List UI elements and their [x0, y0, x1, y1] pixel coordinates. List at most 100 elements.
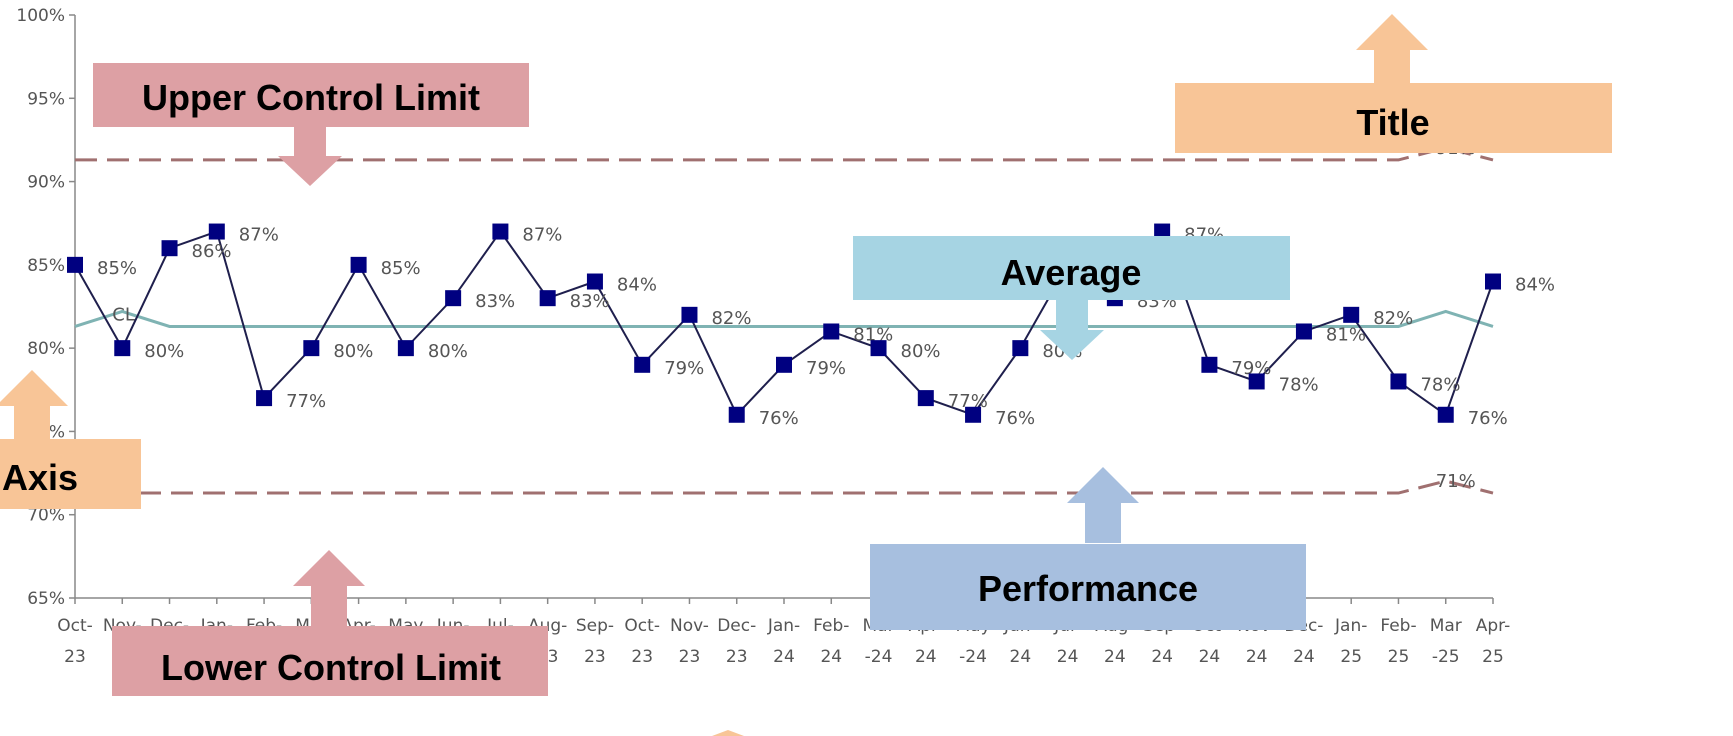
data-label: 86%	[192, 241, 232, 262]
x-tick-label-year: 24	[1246, 647, 1268, 667]
data-point	[350, 256, 367, 273]
data-point	[965, 406, 982, 423]
data-point	[67, 256, 83, 273]
title-callout-arrow	[1356, 14, 1428, 90]
data-label: 87%	[239, 225, 279, 246]
average-callout-box	[853, 236, 1290, 300]
y-tick-label: 100%	[16, 6, 65, 26]
title-callout-box	[1175, 83, 1612, 153]
data-point	[1295, 323, 1312, 340]
performance-callout-box	[870, 544, 1306, 630]
x-tick-label-year: 24	[1010, 647, 1032, 667]
data-label: 78%	[1279, 374, 1319, 395]
data-point	[1012, 340, 1029, 357]
data-label: 83%	[475, 291, 515, 312]
data-point	[1437, 406, 1454, 423]
y-tick-label: 95%	[27, 89, 65, 109]
data-label: 85%	[381, 258, 421, 279]
bottom-arrow-fragment	[712, 730, 744, 736]
x-tick-label: Feb-	[1380, 616, 1416, 636]
x-tick-label-year: 24	[1151, 647, 1173, 667]
data-point	[870, 340, 887, 357]
lcl-label: 71%	[1436, 471, 1476, 492]
lcl-callout-text: Lower Control Limit	[161, 647, 501, 688]
average-callout-text: Average	[1001, 252, 1142, 293]
x-tick-label-year: 24	[1293, 647, 1315, 667]
x-tick-label-year: 23	[679, 647, 701, 667]
center-line-label: CL	[112, 304, 135, 325]
data-label: 77%	[286, 391, 326, 412]
x-tick-label: Feb-	[813, 616, 849, 636]
data-point	[445, 290, 462, 307]
x-tick-label-year: -24	[865, 647, 893, 667]
data-label: 76%	[1468, 408, 1508, 429]
data-point	[1154, 223, 1171, 240]
data-point	[539, 290, 556, 307]
data-point	[492, 223, 509, 240]
x-tick-label: Apr-	[1476, 616, 1510, 636]
data-point	[1485, 273, 1501, 290]
x-tick-label-year: -25	[1432, 647, 1460, 667]
data-point	[303, 340, 320, 357]
ucl-callout-arrow	[278, 116, 342, 186]
axis-callout-text: Axis	[2, 457, 78, 498]
x-tick-label-year: 25	[1340, 647, 1362, 667]
data-label: 79%	[664, 358, 704, 379]
x-tick-label-year: 24	[820, 647, 842, 667]
y-tick-label: 65%	[27, 589, 65, 609]
data-label: 87%	[522, 225, 562, 246]
x-tick-label: Jan-	[767, 616, 800, 636]
axis-callout-box	[0, 439, 141, 509]
data-label: 80%	[901, 341, 941, 362]
y-tick-label: 80%	[27, 339, 65, 359]
data-point	[728, 406, 745, 423]
average-callout-arrow	[1040, 290, 1104, 360]
data-label: 80%	[428, 341, 468, 362]
x-tick-label-year: 24	[915, 647, 937, 667]
data-label: 78%	[1420, 374, 1460, 395]
x-tick-label: Oct-	[624, 616, 660, 636]
data-label: 82%	[711, 308, 751, 329]
data-point	[776, 356, 792, 373]
x-tick-label-year: 24	[1199, 647, 1221, 667]
y-tick-label: 85%	[27, 256, 65, 276]
data-point	[1248, 373, 1265, 390]
data-label: 84%	[1515, 275, 1555, 296]
data-point	[917, 390, 934, 407]
lcl-callout-box	[112, 626, 548, 696]
data-point	[114, 340, 131, 357]
data-point	[681, 306, 698, 323]
data-point	[397, 340, 414, 357]
axis-callout-arrow	[0, 370, 68, 446]
data-point	[208, 223, 225, 240]
y-tick-label: 70%	[27, 506, 65, 526]
data-points: 85% 80% 86% 87% 77% 80% 85% 80% 83% 87% 83% 84% 79% 8…	[67, 223, 1555, 429]
lcl-callout-arrow	[293, 550, 365, 626]
data-label: 84%	[617, 275, 657, 296]
data-point	[823, 323, 840, 340]
x-tick-label-year: -24	[959, 647, 987, 667]
title-callout-text: Title	[1356, 102, 1429, 143]
data-label: 81%	[1326, 324, 1366, 345]
data-point	[1201, 356, 1218, 373]
data-label: 76%	[759, 408, 799, 429]
lcl-line	[75, 479, 1494, 495]
x-tick-label-year: 24	[773, 647, 795, 667]
data-label: 79%	[806, 358, 846, 379]
x-tick-label-year: 24	[1057, 647, 1079, 667]
performance-callout-text: Performance	[978, 568, 1198, 609]
x-tick-label: Mar	[1430, 616, 1462, 636]
x-tick-label-year: 23	[584, 647, 606, 667]
ucl-callout-box	[93, 63, 529, 127]
x-tick-label: Dec-	[717, 616, 756, 636]
x-tick-label-year: 25	[1482, 647, 1504, 667]
x-tick-label-year: 25	[1388, 647, 1410, 667]
data-point	[586, 273, 603, 290]
data-point	[1390, 373, 1407, 390]
performance-callout-arrow	[1067, 467, 1139, 543]
series-lines: 91%71%CL	[74, 138, 1494, 495]
data-label: 80%	[333, 341, 373, 362]
x-tick-label: Sep-	[576, 616, 614, 636]
x-tick-label-year: 23	[631, 647, 653, 667]
